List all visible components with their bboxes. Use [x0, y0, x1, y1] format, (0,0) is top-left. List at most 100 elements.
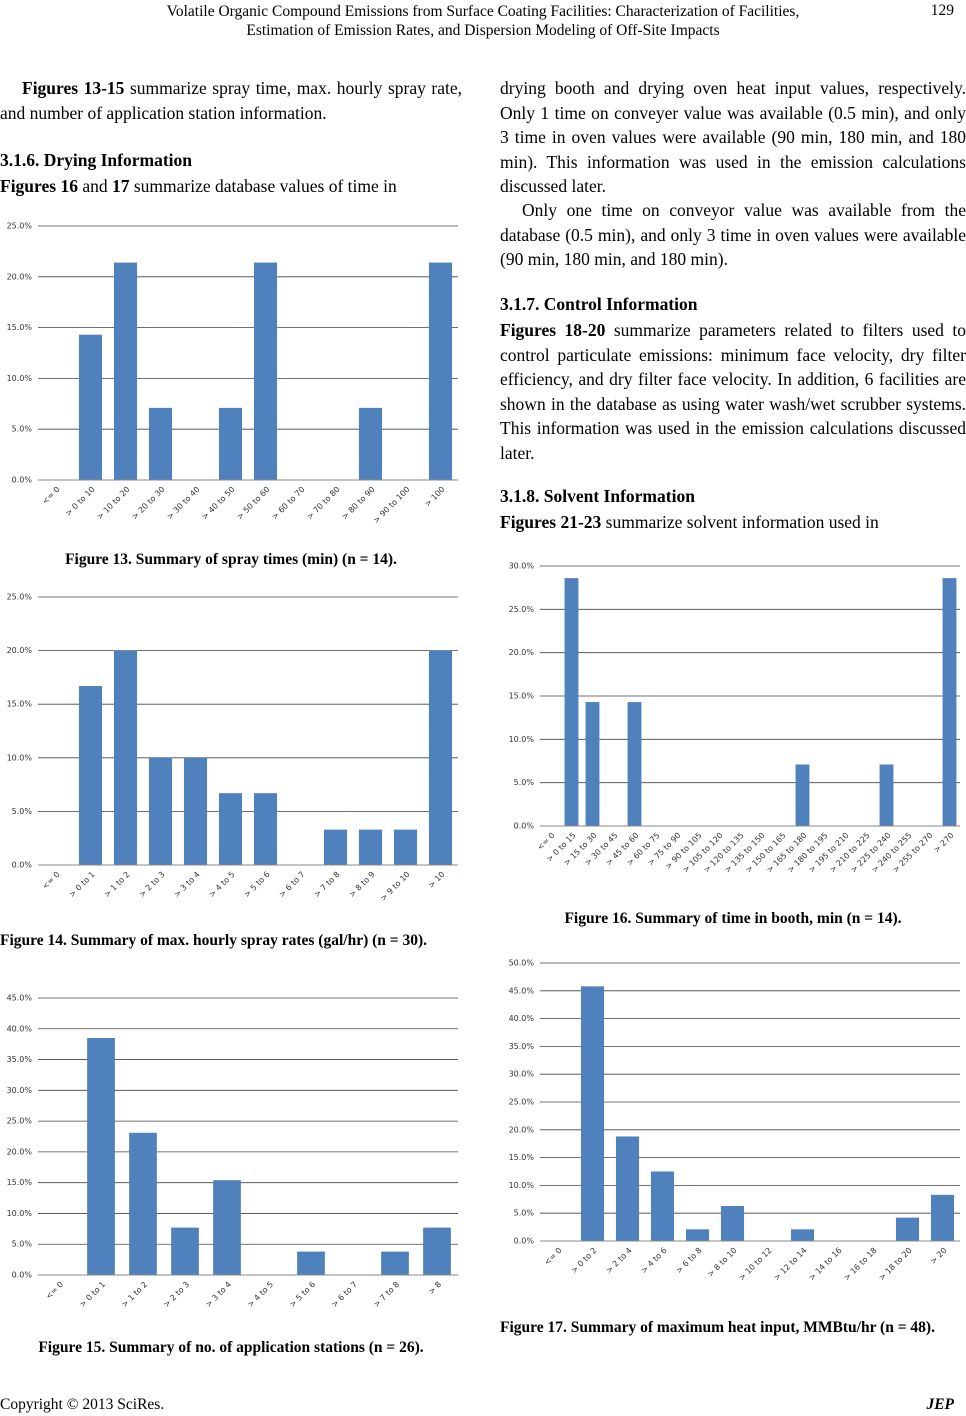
- y-tick-label: 30.0%: [509, 1070, 535, 1079]
- x-tick-label: > 0 to 2: [569, 1246, 598, 1275]
- x-tick-label: > 0 to 1: [67, 870, 96, 899]
- x-tick-label: > 7 to 8: [372, 1280, 401, 1309]
- header-title-line: Volatile Organic Compound Emissions from…: [166, 3, 800, 20]
- bar: [585, 702, 600, 826]
- y-tick-label: 10.0%: [7, 753, 33, 762]
- x-tick-label: > 20: [929, 1246, 949, 1266]
- y-tick-label: 0.0%: [514, 822, 535, 831]
- y-tick-label: 10.0%: [7, 374, 33, 383]
- figure-caption: Figure 14. Summary of max. hourly spray …: [0, 932, 428, 949]
- y-tick-label: 5.0%: [514, 1209, 535, 1218]
- x-tick-label: > 100: [423, 485, 447, 509]
- x-tick-label: > 6 to 8: [674, 1246, 703, 1275]
- paragraph: Only one time on conveyor value was avai…: [500, 200, 966, 269]
- y-tick-label: 35.0%: [7, 1055, 33, 1064]
- x-tick-label: > 2 to 3: [162, 1280, 191, 1309]
- y-tick-label: 5.0%: [514, 778, 535, 787]
- y-tick-label: 15.0%: [7, 1178, 33, 1187]
- y-tick-label: 15.0%: [7, 700, 33, 709]
- y-tick-label: 15.0%: [509, 692, 535, 701]
- y-tick-label: 40.0%: [509, 1014, 535, 1023]
- text: summarize parameters related to filters …: [500, 320, 966, 463]
- bar: [358, 829, 383, 865]
- x-tick-label: > 2 to 4: [604, 1246, 633, 1275]
- x-tick-label: > 0 to 10: [64, 485, 97, 518]
- y-tick-label: 20.0%: [7, 646, 33, 655]
- bar: [78, 334, 103, 480]
- x-tick-label: > 3 to 4: [172, 870, 201, 899]
- copyright: Copyright © 2013 SciRes.: [0, 1396, 165, 1413]
- y-tick-label: 20.0%: [509, 648, 535, 657]
- x-tick-label: > 2 to 3: [137, 870, 166, 899]
- figure-caption: Figure 17. Summary of maximum heat input…: [500, 1319, 935, 1336]
- figure-caption: Figure 13. Summary of spray times (min) …: [65, 551, 397, 568]
- bar: [148, 407, 173, 480]
- bold-ref: Figures 18-20: [500, 320, 606, 340]
- running-header: Volatile Organic Compound Emissions from…: [0, 2, 966, 40]
- y-tick-label: 40.0%: [7, 1024, 33, 1033]
- x-tick-label: > 90 to 100: [372, 485, 412, 525]
- bar: [564, 578, 579, 826]
- bar: [113, 262, 138, 480]
- chart: 0.0%5.0%10.0%15.0%20.0%25.0%<= 0 > 0 to 1…: [7, 222, 458, 525]
- y-tick-label: 0.0%: [514, 1237, 535, 1246]
- y-tick-label: 30.0%: [7, 1086, 33, 1095]
- y-tick-label: 25.0%: [7, 593, 33, 602]
- chart: 0.0%5.0%10.0%15.0%20.0%25.0%30.0%<= 0> 0…: [509, 562, 960, 875]
- chart: 0.0%5.0%10.0%15.0%20.0%25.0%<= 0 > 0 to 1…: [7, 593, 458, 903]
- bar: [148, 757, 173, 865]
- y-tick-label: 45.0%: [509, 986, 535, 995]
- bar: [297, 1251, 325, 1275]
- bar: [358, 407, 383, 480]
- chart: 0.0% 5.0% 10.0% 15.0% 20.0% 25.0% 30.0% 35.0% 40…: [7, 994, 458, 1309]
- journal: JEP: [926, 1396, 954, 1413]
- y-tick-label: 0.0%: [12, 861, 33, 870]
- x-tick-label: > 1 to 2: [102, 870, 131, 899]
- x-tick-label: > 10 to 20: [95, 485, 132, 522]
- y-tick-label: 10.0%: [509, 1181, 535, 1190]
- y-tick-label: 30.0%: [509, 562, 535, 571]
- x-tick-label: > 7 to 8: [312, 870, 341, 899]
- paragraph: Figures 13-15 summarize spray time, max.…: [0, 76, 462, 125]
- x-tick-label: > 10 to 12: [737, 1246, 774, 1283]
- x-tick-label: > 40 to 50: [200, 485, 237, 522]
- x-tick-label: > 60 to 70: [270, 485, 307, 522]
- y-tick-label: 20.0%: [7, 1147, 33, 1156]
- x-tick-label: > 50 to 60: [235, 485, 272, 522]
- bar: [685, 1229, 710, 1241]
- bold-ref: Figures 16: [0, 176, 78, 196]
- x-tick-label: > 4 to 5: [246, 1280, 275, 1309]
- y-tick-label: 5.0%: [12, 425, 33, 434]
- chart: 0.0% 5.0% 10.0% 15.0% 20.0% 25.0% 30.0% 35.0% 40…: [509, 959, 960, 1283]
- x-tick-label: <= 0: [40, 870, 61, 891]
- x-tick-label: > 9 to 10: [379, 870, 412, 903]
- bar: [930, 1194, 955, 1241]
- page-number: 129: [930, 2, 954, 19]
- bar: [381, 1251, 409, 1275]
- bar: [393, 829, 418, 865]
- y-tick-label: 50.0%: [509, 959, 535, 968]
- y-tick-label: 15.0%: [509, 1153, 535, 1162]
- y-tick-label: 0.0%: [12, 476, 33, 485]
- x-tick-label: > 14 to 16: [807, 1246, 844, 1283]
- bar: [650, 1171, 675, 1241]
- x-tick-label: > 20 to 30: [130, 485, 167, 522]
- bar: [942, 578, 957, 826]
- bar: [323, 829, 348, 865]
- bold-ref: Figures 13-15: [22, 78, 125, 98]
- y-tick-label: 25.0%: [509, 1098, 535, 1107]
- text: summarize spray time, max. hourly spray …: [0, 78, 462, 123]
- bar: [78, 685, 103, 865]
- text: summarize solvent information used in: [601, 512, 879, 532]
- text: and: [77, 176, 112, 196]
- bar: [213, 1180, 241, 1275]
- bar: [627, 702, 642, 826]
- x-tick-label: > 5 to 6: [288, 1280, 317, 1309]
- bar: [790, 1229, 815, 1241]
- bar: [183, 757, 208, 865]
- x-tick-label: > 8 to 9: [347, 870, 376, 899]
- text: summarize database values of time in: [129, 176, 397, 196]
- bar: [253, 262, 278, 480]
- header-title-line: Estimation of Emission Rates, and Disper…: [246, 22, 720, 39]
